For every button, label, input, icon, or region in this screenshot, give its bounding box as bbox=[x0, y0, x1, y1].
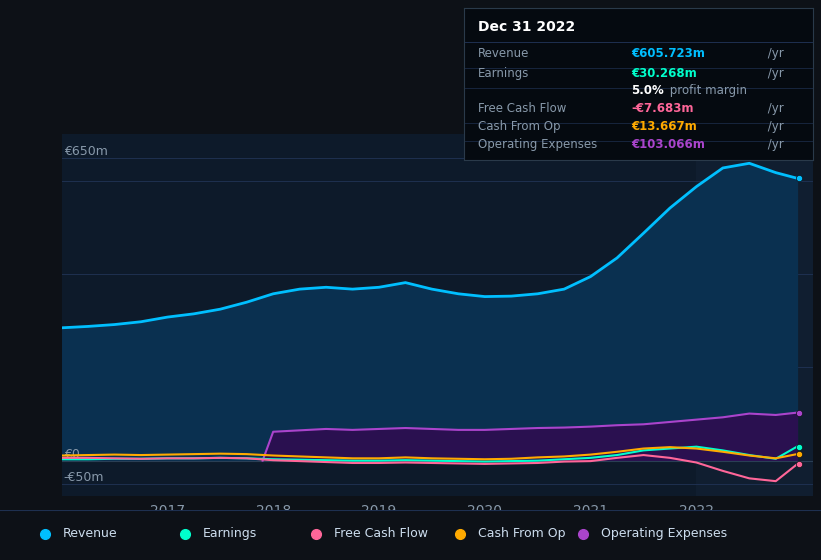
Text: /yr: /yr bbox=[764, 102, 784, 115]
Text: Dec 31 2022: Dec 31 2022 bbox=[478, 20, 575, 34]
Text: Operating Expenses: Operating Expenses bbox=[601, 528, 727, 540]
Text: Free Cash Flow: Free Cash Flow bbox=[334, 528, 428, 540]
Bar bbox=[696, 134, 813, 496]
Text: Revenue: Revenue bbox=[63, 528, 118, 540]
Text: €0: €0 bbox=[64, 447, 80, 461]
Text: €30.268m: €30.268m bbox=[631, 67, 697, 80]
Text: /yr: /yr bbox=[764, 120, 784, 133]
Text: 5.0%: 5.0% bbox=[631, 83, 664, 96]
Text: -€7.683m: -€7.683m bbox=[631, 102, 694, 115]
Text: €650m: €650m bbox=[64, 144, 108, 158]
Text: €13.667m: €13.667m bbox=[631, 120, 697, 133]
Text: /yr: /yr bbox=[764, 138, 784, 151]
Text: Cash From Op: Cash From Op bbox=[478, 528, 566, 540]
Text: /yr: /yr bbox=[764, 47, 784, 60]
Text: profit margin: profit margin bbox=[667, 83, 747, 96]
Text: /yr: /yr bbox=[764, 67, 784, 80]
Text: Free Cash Flow: Free Cash Flow bbox=[478, 102, 566, 115]
Text: Cash From Op: Cash From Op bbox=[478, 120, 560, 133]
Text: Operating Expenses: Operating Expenses bbox=[478, 138, 597, 151]
Text: Earnings: Earnings bbox=[478, 67, 530, 80]
Text: €605.723m: €605.723m bbox=[631, 47, 705, 60]
Text: €103.066m: €103.066m bbox=[631, 138, 705, 151]
Text: Earnings: Earnings bbox=[203, 528, 257, 540]
Text: Revenue: Revenue bbox=[478, 47, 530, 60]
Text: -€50m: -€50m bbox=[64, 471, 104, 484]
